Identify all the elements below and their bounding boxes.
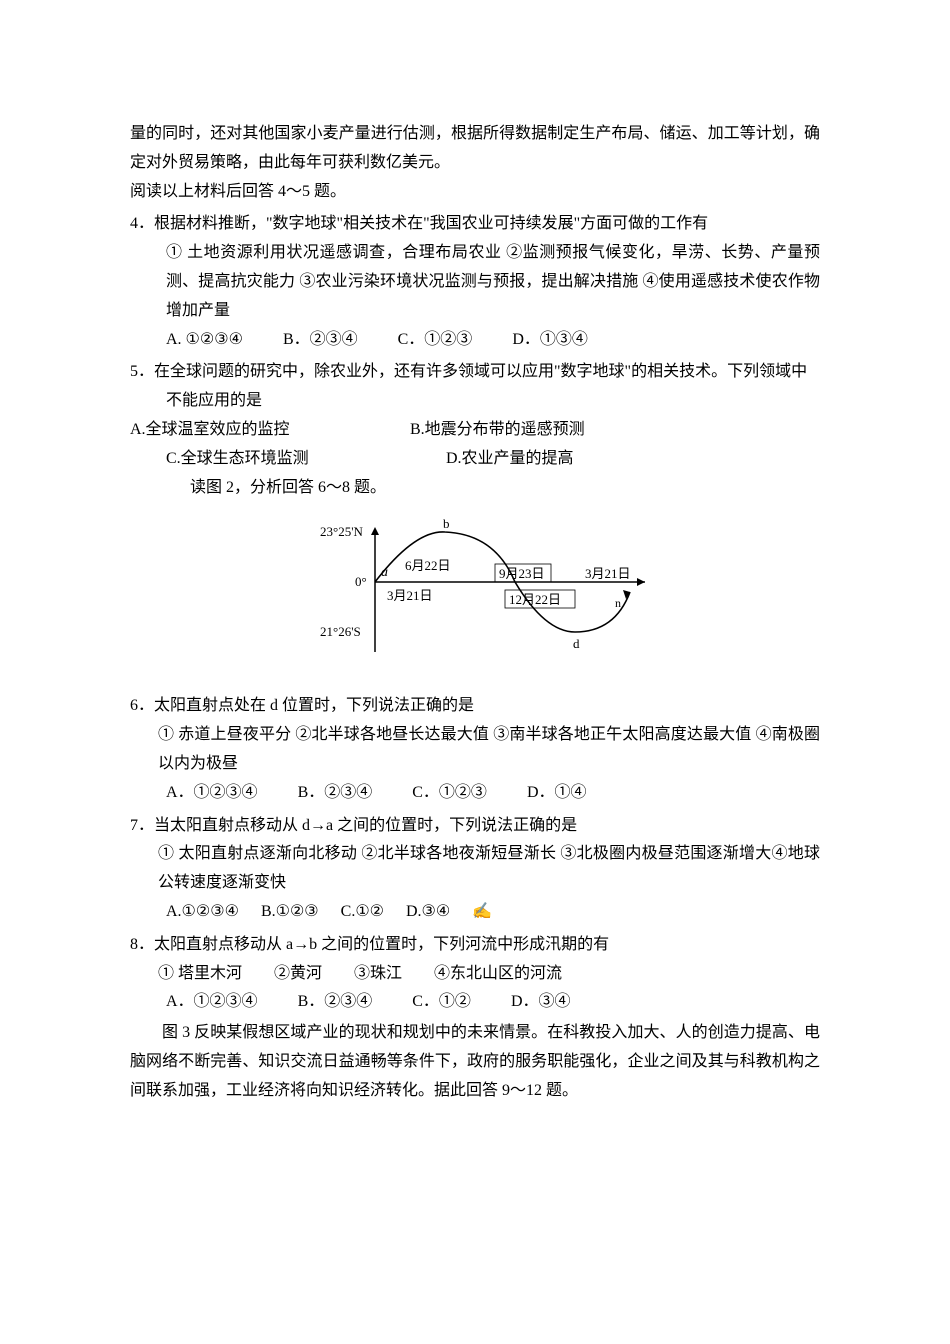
question-4: 4．根据材料推断，"数字地球"相关技术在"我国农业可持续发展"方面可做的工作有 … — [130, 210, 820, 354]
q5-options-row2: C.全球生态环境监测 D.农业产量的提高 — [130, 445, 820, 474]
q7-option-d: D.③④ — [406, 898, 450, 927]
svg-text:a: a — [381, 565, 388, 580]
q8-option-b: B．②③④ — [298, 988, 373, 1017]
intro-instruction: 阅读以上材料后回答 4～5 题。 — [130, 178, 820, 207]
svg-text:0°: 0° — [355, 574, 367, 589]
q4-option-b: B．②③④ — [283, 326, 358, 355]
q6-option-b: B．②③④ — [298, 779, 373, 808]
svg-text:21°26'S: 21°26'S — [320, 624, 361, 639]
q6-option-d: D．①④ — [527, 779, 587, 808]
q7-items: ① 太阳直射点逐渐向北移动 ②北半球各地夜渐短昼渐长 ③北极圈内极昼范围逐渐增大… — [130, 840, 820, 898]
svg-text:6月22日: 6月22日 — [405, 558, 451, 573]
q4-option-d: D．①③④ — [512, 326, 588, 355]
diagram-figure-2: 23°25'N 0° 21°26'S b a d n 6月22日 3月21日 9月23日 3月21日… — [130, 512, 820, 672]
q7-option-c: C.①② — [341, 898, 384, 927]
q8-items: ① 塔里木河 ②黄河 ③珠江 ④东北山区的河流 — [130, 960, 820, 989]
q7-option-a: A.①②③④ — [166, 898, 239, 927]
q4-items: ① 土地资源利用状况遥感调查，合理布局农业 ②监测预报气候变化，旱涝、长势、产量… — [130, 239, 820, 325]
q5-option-b: B.地震分布带的遥感预测 — [410, 416, 585, 445]
q8-option-a: A．①②③④ — [166, 988, 258, 1017]
q7-option-b: B.①②③ — [261, 898, 319, 927]
q4-options: A. ①②③④ B．②③④ C．①②③ D．①③④ — [130, 326, 820, 355]
footer-paragraph: 图 3 反映某假想区域产业的现状和规划中的未来情景。在科教投入加大、人的创造力提… — [130, 1019, 820, 1105]
svg-text:23°25'N: 23°25'N — [320, 524, 364, 539]
q8-options: A．①②③④ B．②③④ C．①② D．③④ — [130, 988, 820, 1017]
q6-option-c: C．①②③ — [412, 779, 487, 808]
q8-stem: 8．太阳直射点移动从 a→b 之间的位置时，下列河流中形成汛期的有 — [130, 931, 820, 960]
svg-text:3月21日: 3月21日 — [387, 588, 433, 603]
q4-stem: 4．根据材料推断，"数字地球"相关技术在"我国农业可持续发展"方面可做的工作有 — [130, 210, 820, 239]
question-8: 8．太阳直射点移动从 a→b 之间的位置时，下列河流中形成汛期的有 ① 塔里木河… — [130, 931, 820, 1017]
svg-text:3月21日: 3月21日 — [585, 566, 631, 581]
solar-declination-diagram: 23°25'N 0° 21°26'S b a d n 6月22日 3月21日 9月23日 3月21日… — [295, 512, 655, 672]
q6-option-a: A．①②③④ — [166, 779, 258, 808]
svg-text:b: b — [443, 516, 450, 531]
q5-option-a: A.全球温室效应的监控 — [130, 416, 410, 445]
q7-stem: 7．当太阳直射点移动从 d→a 之间的位置时，下列说法正确的是 — [130, 812, 820, 841]
q6-items: ① 赤道上昼夜平分 ②北半球各地昼长达最大值 ③南半球各地正午太阳高度达最大值 … — [130, 721, 820, 779]
question-5: 5．在全球问题的研究中，除农业外，还有许多领域可以应用"数字地球"的相关技术。下… — [130, 358, 820, 473]
q7-options: A.①②③④ B.①②③ C.①② D.③④ ✍ — [130, 898, 820, 927]
q8-option-c: C．①② — [412, 988, 471, 1017]
q6-stem: 6．太阳直射点处在 d 位置时，下列说法正确的是 — [130, 692, 820, 721]
decorative-glyph: ✍ — [472, 898, 492, 927]
q5-option-d: D.农业产量的提高 — [446, 445, 574, 474]
lead-6-8: 读图 2，分析回答 6～8 题。 — [130, 474, 820, 503]
q6-options: A．①②③④ B．②③④ C．①②③ D．①④ — [130, 779, 820, 808]
question-6: 6．太阳直射点处在 d 位置时，下列说法正确的是 ① 赤道上昼夜平分 ②北半球各… — [130, 692, 820, 807]
question-7: 7．当太阳直射点移动从 d→a 之间的位置时，下列说法正确的是 ① 太阳直射点逐… — [130, 812, 820, 927]
svg-text:9月23日: 9月23日 — [499, 566, 545, 581]
q5-stem: 5．在全球问题的研究中，除农业外，还有许多领域可以应用"数字地球"的相关技术。下… — [130, 358, 820, 416]
q5-option-c: C.全球生态环境监测 — [166, 445, 446, 474]
q8-option-d: D．③④ — [511, 988, 571, 1017]
svg-text:n: n — [615, 596, 621, 610]
intro-paragraph: 量的同时，还对其他国家小麦产量进行估测，根据所得数据制定生产布局、储运、加工等计… — [130, 120, 820, 178]
q4-option-c: C．①②③ — [398, 326, 473, 355]
svg-text:d: d — [573, 636, 580, 651]
q5-options-row1: A.全球温室效应的监控 B.地震分布带的遥感预测 — [130, 416, 820, 445]
q4-option-a: A. ①②③④ — [166, 326, 243, 355]
svg-text:12月22日: 12月22日 — [509, 592, 561, 607]
